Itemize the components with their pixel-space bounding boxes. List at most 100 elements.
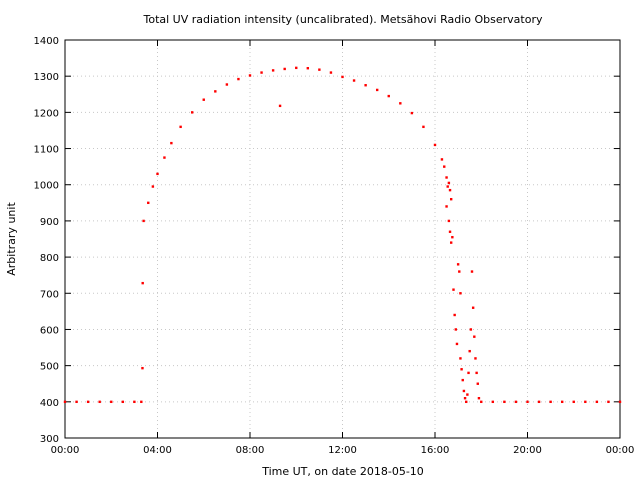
data-point [476,382,479,385]
data-point [446,185,449,188]
data-point [462,389,466,393]
data-point [410,111,414,115]
plot-frame [64,39,621,439]
data-point [584,400,587,404]
data-point [141,366,144,370]
data-point [179,125,182,129]
data-point [237,77,240,81]
y-tick-label: 600 [40,325,59,336]
data-point [140,400,143,404]
data-point [466,393,469,396]
data-point [141,281,144,285]
data-point [448,188,452,192]
data-point [248,74,252,77]
data-point [463,397,467,400]
data-point [387,94,390,98]
data-point [455,342,459,346]
data-point [560,400,564,404]
data-point [549,400,552,404]
data-point [375,88,379,92]
data-point [445,176,448,179]
x-tick-label: 16:00 [421,445,450,456]
data-point [448,230,452,233]
data-point [475,371,478,375]
data-point [283,67,286,71]
data-point [170,141,173,145]
data-point [459,292,462,295]
chart-title: Total UV radiation intensity (uncalibrat… [143,13,543,26]
data-point [447,181,451,185]
y-tick-label: 1100 [34,145,59,156]
data-point [260,71,263,74]
data-point [453,313,456,317]
data-point [440,158,444,161]
data-point [433,143,437,147]
x-tick-label: 08:00 [236,445,265,456]
data-point [449,241,453,244]
y-tick-label: 700 [40,289,59,300]
data-point [86,400,90,404]
data-point [460,368,463,371]
data-point [271,69,275,72]
y-tick-label: 500 [40,362,59,373]
data-point [151,185,155,188]
y-tick-label: 1300 [34,72,59,83]
data-point [459,357,462,360]
data-point [503,400,506,404]
data-point [468,349,471,353]
data-point [470,270,474,273]
data-point [537,400,541,404]
y-tick-label: 1000 [34,181,59,192]
data-point [449,198,453,201]
grid-layer [65,40,620,438]
data-point [190,111,194,114]
x-tick-label: 12:00 [328,445,357,456]
data-point [341,75,344,79]
data-point [491,400,495,404]
data-point [572,400,575,404]
y-axis: 300 400 500 600 700 800 900 1000 1100 1200 1300 140… [34,36,620,445]
data-point [458,270,461,273]
data-point [526,400,529,404]
data-point [121,400,125,404]
data-point [399,102,402,105]
y-tick-label: 800 [40,253,59,264]
data-point [467,371,470,375]
data-point [443,165,446,168]
data-point [278,104,282,108]
x-axis: 00:00 04:00 08:00 12:00 16:00 20:00 00:00 [51,40,635,456]
data-point [75,400,78,404]
y-tick-label: 1200 [34,108,59,119]
data-point [318,68,321,71]
data-point [618,400,622,404]
data-point [471,306,475,309]
data-point [445,205,448,208]
data-point [63,400,67,404]
data-point [98,400,101,404]
data-point [306,67,310,70]
data-point [456,263,460,266]
data-point [214,90,217,93]
x-tick-label: 00:00 [606,445,635,456]
data-point [329,71,333,74]
data-point [514,400,518,404]
y-tick-label: 1400 [34,36,59,47]
data-point [474,357,477,360]
data-point [465,400,468,404]
data-point [163,156,166,159]
data-point [607,400,610,404]
x-tick-label: 04:00 [143,445,172,456]
data-point [451,235,454,239]
data-point [225,83,229,86]
data-point [595,400,599,404]
data-point [422,125,425,129]
data-point [461,378,464,382]
data-point [480,400,483,404]
data-point [364,84,367,87]
data-point [202,98,205,101]
data-point [156,172,159,176]
data-point [452,288,455,291]
y-tick-label: 400 [40,398,59,409]
data-point [147,201,150,205]
